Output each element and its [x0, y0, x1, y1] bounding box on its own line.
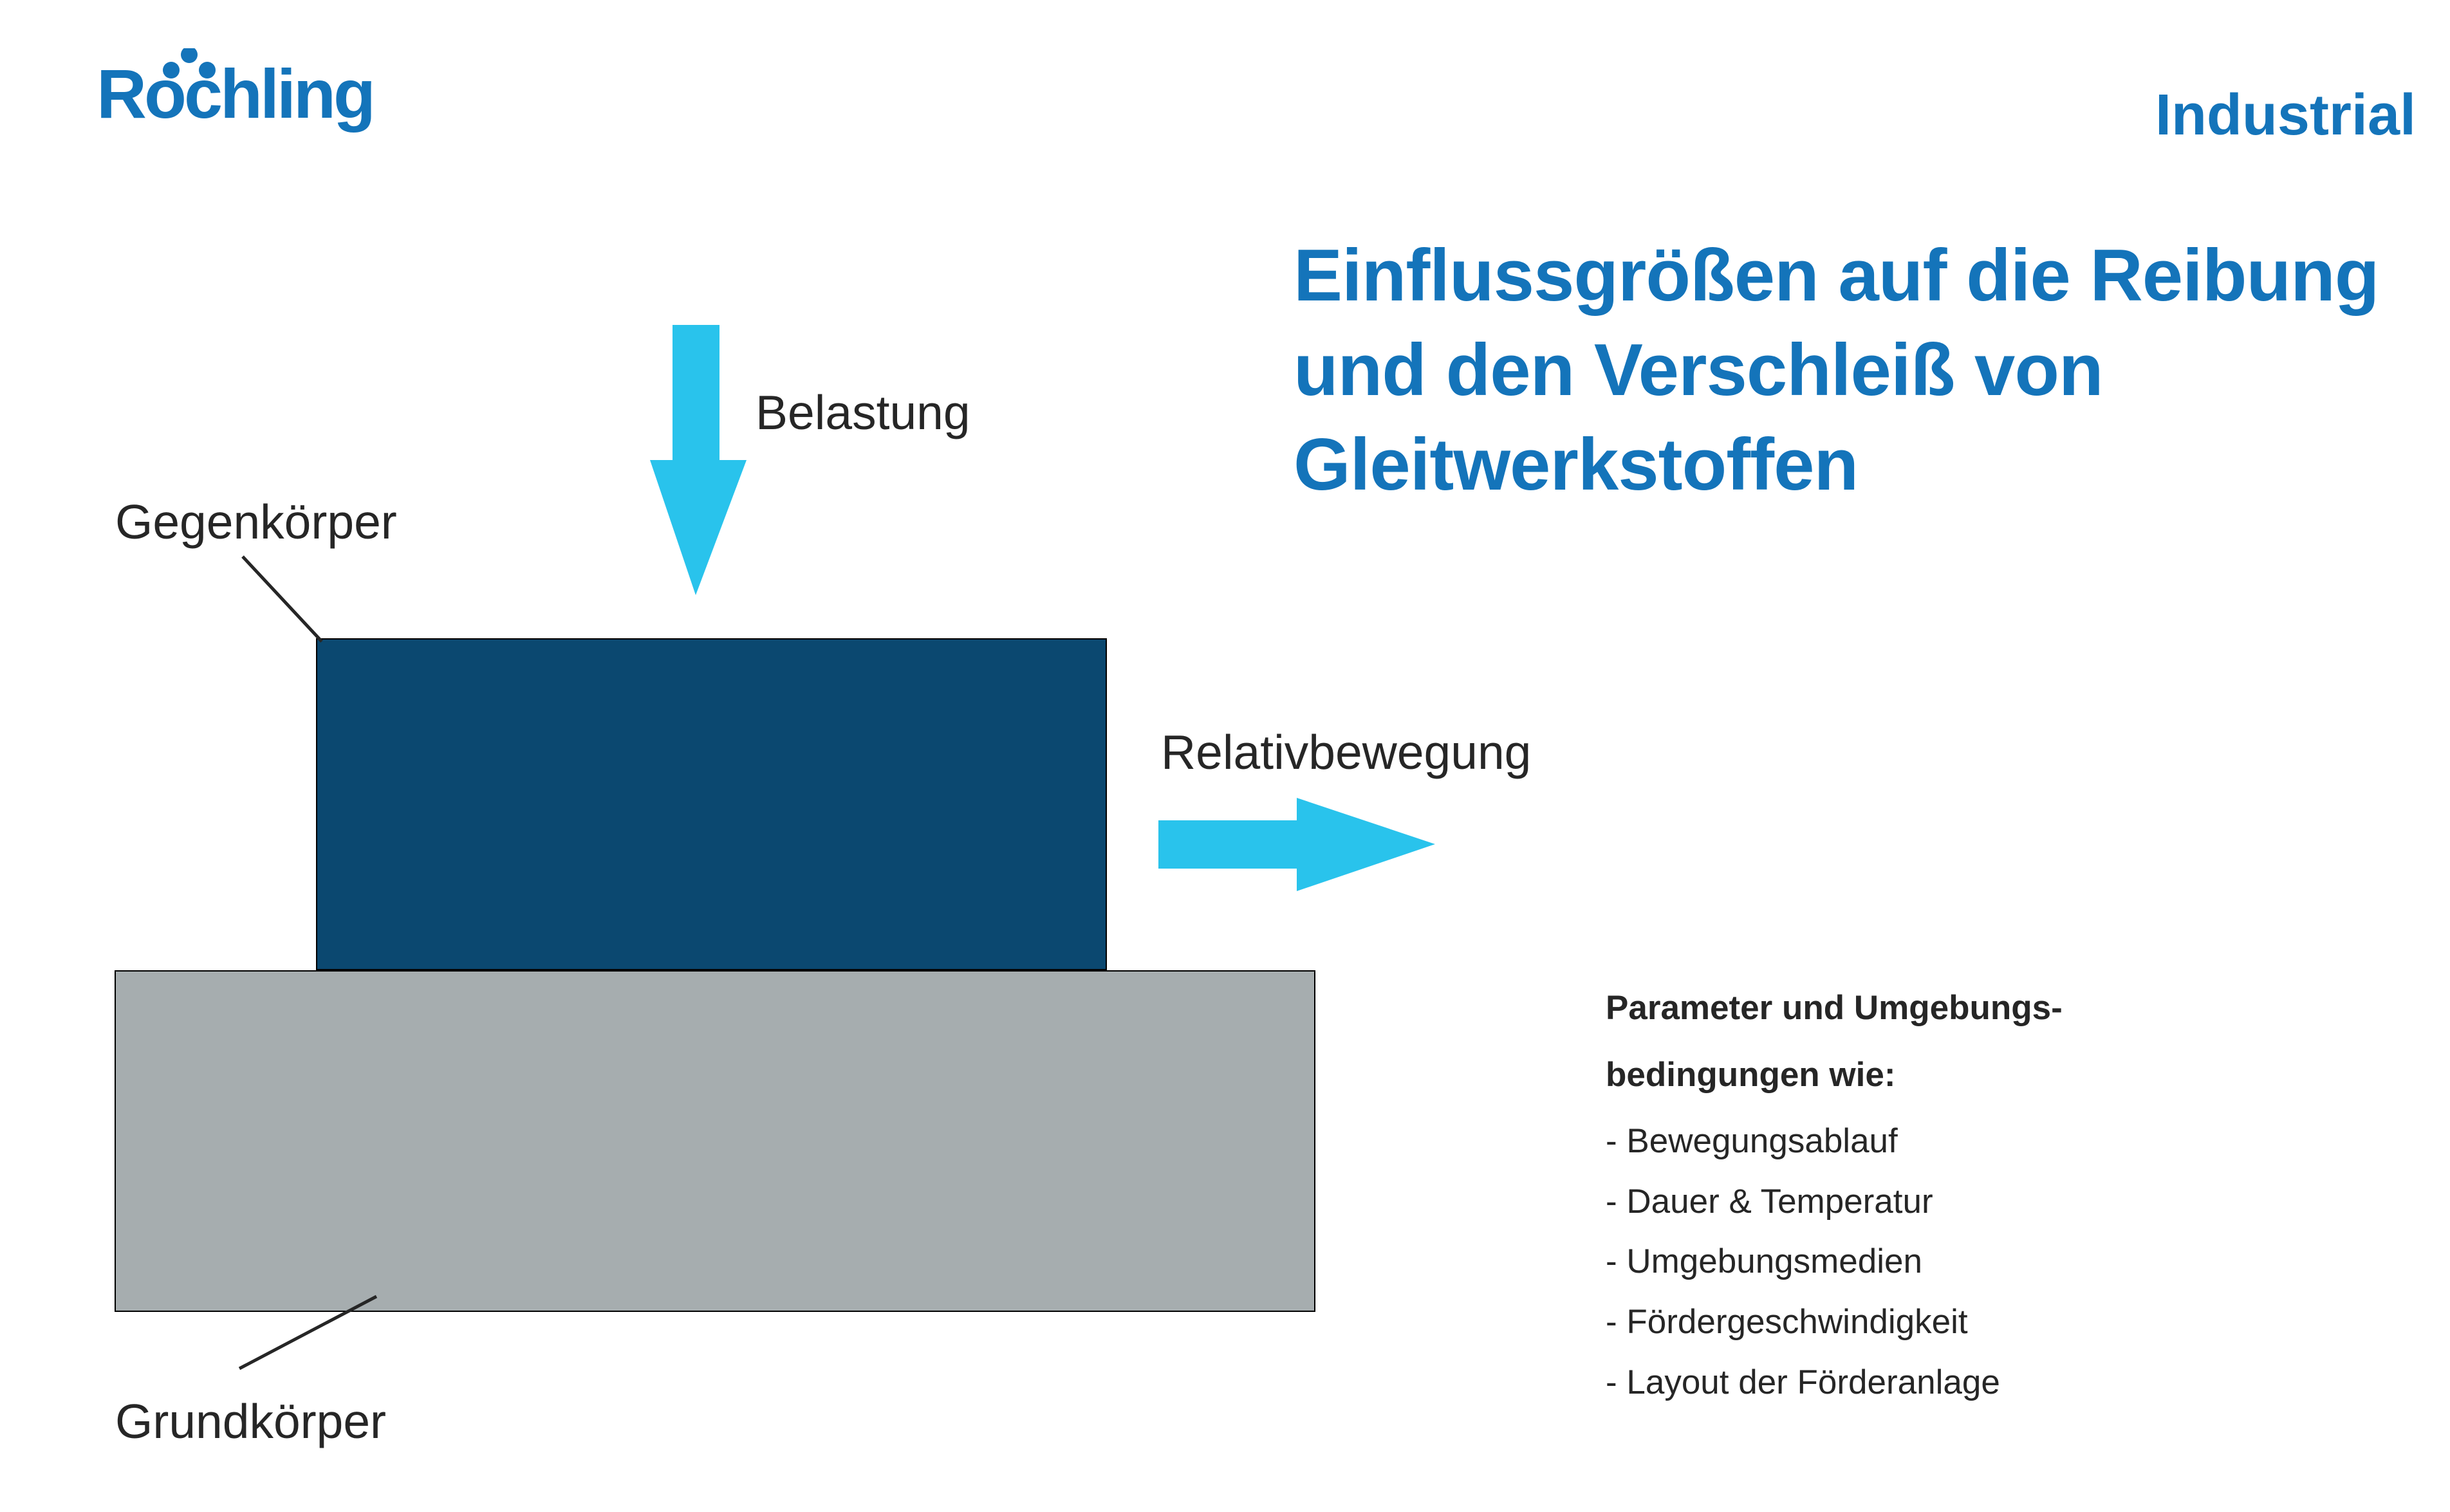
- svg-text:Rochling: Rochling: [97, 55, 373, 133]
